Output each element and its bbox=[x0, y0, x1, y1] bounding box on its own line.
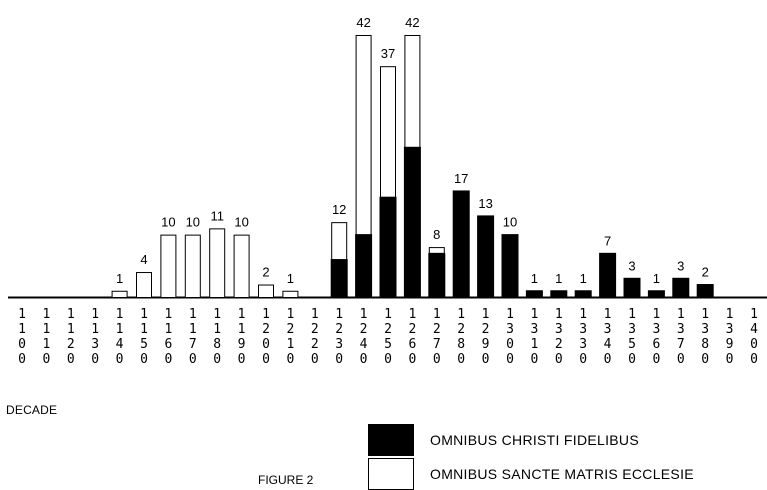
bar-christi-1270 bbox=[428, 252, 446, 298]
x-axis-title: DECADE bbox=[6, 403, 58, 417]
data-label-1350: 3 bbox=[628, 258, 635, 273]
data-label-1290: 13 bbox=[478, 196, 492, 211]
bar-christi-1340 bbox=[599, 252, 617, 298]
bar-christi-1310 bbox=[525, 290, 543, 298]
data-label-1270: 8 bbox=[433, 227, 440, 242]
bar-ecclesie-1170 bbox=[184, 234, 201, 298]
bar-ecclesie-1160 bbox=[160, 234, 177, 298]
data-label-1250: 37 bbox=[381, 46, 395, 61]
bar-ecclesie-1210 bbox=[282, 290, 299, 298]
data-label-1170: 10 bbox=[186, 215, 200, 230]
bar-christi-1240 bbox=[355, 234, 373, 298]
figure-caption: FIGURE 2 bbox=[258, 473, 314, 487]
bar-christi-1230 bbox=[330, 259, 348, 298]
data-label-1200: 2 bbox=[262, 265, 269, 280]
bar-ecclesie-1200 bbox=[258, 284, 274, 298]
data-label-1150: 4 bbox=[140, 252, 147, 267]
bar-christi-1260 bbox=[403, 146, 421, 298]
legend-item-ecclesie: OMNIBUS SANCTE MATRIS ECCLESIE bbox=[368, 458, 694, 490]
bar-christi-1300 bbox=[501, 234, 519, 298]
data-label-1140: 1 bbox=[116, 271, 123, 286]
data-label-1370: 3 bbox=[677, 258, 684, 273]
bar-christi-1360 bbox=[647, 290, 665, 298]
data-label-1260: 42 bbox=[405, 15, 419, 30]
legend-label-ecclesie: OMNIBUS SANCTE MATRIS ECCLESIE bbox=[430, 466, 694, 482]
data-label-1310: 1 bbox=[531, 271, 538, 286]
bar-christi-1280 bbox=[452, 190, 470, 298]
bar-ecclesie-1230 bbox=[331, 222, 348, 261]
data-label-1300: 10 bbox=[503, 215, 517, 230]
data-label-1330: 1 bbox=[580, 271, 587, 286]
bar-christi-1370 bbox=[672, 277, 690, 298]
bar-christi-1350 bbox=[623, 277, 641, 298]
bar-ecclesie-1150 bbox=[136, 272, 152, 298]
legend-label-christi: OMNIBUS CHRISTI FIDELIBUS bbox=[430, 432, 639, 448]
data-label-1360: 1 bbox=[653, 271, 660, 286]
bar-ecclesie-1250 bbox=[380, 66, 396, 199]
bar-ecclesie-1260 bbox=[404, 35, 421, 149]
bar-christi-1380 bbox=[696, 284, 714, 298]
data-label-1210: 1 bbox=[287, 271, 294, 286]
data-label-1180: 11 bbox=[210, 208, 224, 223]
bar-ecclesie-1140 bbox=[111, 290, 128, 298]
data-label-1230: 12 bbox=[332, 202, 346, 217]
data-label-1190: 10 bbox=[234, 215, 248, 230]
data-label-1280: 17 bbox=[454, 171, 468, 186]
bar-christi-1250 bbox=[379, 196, 397, 298]
legend-item-christi: OMNIBUS CHRISTI FIDELIBUS bbox=[368, 424, 639, 456]
bar-christi-1330 bbox=[574, 290, 592, 298]
bar-ecclesie-1240 bbox=[355, 35, 372, 236]
bar-ecclesie-1190 bbox=[233, 234, 250, 298]
data-label-1340: 7 bbox=[604, 233, 611, 248]
legend-swatch-white bbox=[368, 458, 414, 490]
data-label-1320: 1 bbox=[555, 271, 562, 286]
bar-ecclesie-1180 bbox=[209, 228, 226, 298]
bar-christi-1290 bbox=[477, 215, 495, 298]
data-label-1160: 10 bbox=[161, 215, 175, 230]
data-label-1380: 2 bbox=[702, 265, 709, 280]
bar-christi-1320 bbox=[550, 290, 568, 298]
data-label-1240: 42 bbox=[356, 15, 370, 30]
legend-swatch-black bbox=[368, 424, 414, 456]
